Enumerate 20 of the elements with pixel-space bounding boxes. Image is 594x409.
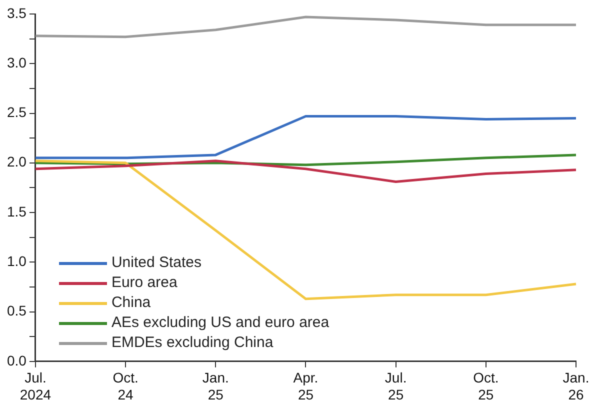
y-tick-label: 1.5 (6, 203, 27, 220)
legend-label: United States (111, 253, 202, 274)
y-tick-label: 3.0 (6, 54, 27, 70)
y-tick-label: 0.0 (6, 352, 27, 368)
x-tick-label: Jan. 25 (202, 370, 229, 402)
legend-label: AEs excluding US and euro area (111, 313, 330, 334)
x-tick-label: Jul. 2024 (20, 370, 52, 402)
x-tick-label: Apr. 25 (293, 370, 318, 402)
x-tick-label: Oct. 25 (473, 370, 499, 402)
legend-label: Euro area (111, 273, 178, 294)
y-tick-label: 2.5 (6, 104, 27, 120)
x-tick-label: Oct. 24 (112, 370, 138, 402)
y-tick-label: 3.5 (6, 4, 27, 21)
x-tick-label: Jul. 25 (384, 370, 407, 402)
y-tick-label: 2.0 (6, 154, 27, 170)
legend-label: China (111, 293, 151, 314)
legend-label: EMDEs excluding China (111, 333, 274, 354)
x-tick-label: Jan. 26 (562, 370, 590, 402)
y-tick-label: 0.5 (6, 302, 27, 319)
y-tick-label: 1.0 (6, 253, 27, 269)
